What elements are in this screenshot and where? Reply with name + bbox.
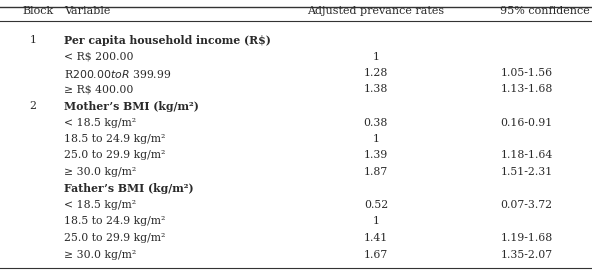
- Text: Father’s BMI (kg/m²): Father’s BMI (kg/m²): [64, 183, 194, 194]
- Text: Mother’s BMI (kg/m²): Mother’s BMI (kg/m²): [64, 101, 199, 112]
- Text: 1.87: 1.87: [364, 167, 388, 177]
- Text: 1.38: 1.38: [363, 85, 388, 94]
- Text: < 18.5 kg/m²: < 18.5 kg/m²: [64, 200, 136, 210]
- Text: 1: 1: [30, 35, 37, 45]
- Text: 0.38: 0.38: [363, 117, 388, 127]
- Text: 1.05-1.56: 1.05-1.56: [500, 68, 552, 78]
- Text: ≥ 30.0 kg/m²: ≥ 30.0 kg/m²: [64, 167, 136, 177]
- Text: 1.41: 1.41: [364, 233, 388, 243]
- Text: 1.39: 1.39: [364, 150, 388, 161]
- Text: Variable: Variable: [64, 6, 110, 16]
- Text: ≥ 30.0 kg/m²: ≥ 30.0 kg/m²: [64, 250, 136, 260]
- Text: 1.18-1.64: 1.18-1.64: [500, 150, 552, 161]
- Text: ≥ R$ 400.00: ≥ R$ 400.00: [64, 85, 133, 94]
- Text: 25.0 to 29.9 kg/m²: 25.0 to 29.9 kg/m²: [64, 150, 165, 161]
- Text: Adjusted prevance rates: Adjusted prevance rates: [307, 6, 445, 16]
- Text: R$ 200.00 to R$ 399.99: R$ 200.00 to R$ 399.99: [64, 68, 171, 80]
- Text: 1.28: 1.28: [363, 68, 388, 78]
- Text: 18.5 to 24.9 kg/m²: 18.5 to 24.9 kg/m²: [64, 216, 165, 227]
- Text: 1: 1: [372, 216, 379, 227]
- Text: 0.16-0.91: 0.16-0.91: [500, 117, 552, 127]
- Text: 95% confidence interval: 95% confidence interval: [500, 6, 592, 16]
- Text: < R$ 200.00: < R$ 200.00: [64, 52, 133, 61]
- Text: 0.52: 0.52: [364, 200, 388, 210]
- Text: 1.51-2.31: 1.51-2.31: [500, 167, 552, 177]
- Text: Block: Block: [22, 6, 54, 16]
- Text: Per capita household income (R$): Per capita household income (R$): [64, 35, 271, 46]
- Text: < 18.5 kg/m²: < 18.5 kg/m²: [64, 117, 136, 127]
- Text: 1.19-1.68: 1.19-1.68: [500, 233, 552, 243]
- Text: 18.5 to 24.9 kg/m²: 18.5 to 24.9 kg/m²: [64, 134, 165, 144]
- Text: 0.07-3.72: 0.07-3.72: [500, 200, 552, 210]
- Text: 25.0 to 29.9 kg/m²: 25.0 to 29.9 kg/m²: [64, 233, 165, 243]
- Text: 1: 1: [372, 134, 379, 144]
- Text: 1: 1: [372, 52, 379, 61]
- Text: 1.13-1.68: 1.13-1.68: [500, 85, 552, 94]
- Text: 2: 2: [30, 101, 37, 111]
- Text: 1.35-2.07: 1.35-2.07: [500, 250, 552, 260]
- Text: 1.67: 1.67: [364, 250, 388, 260]
